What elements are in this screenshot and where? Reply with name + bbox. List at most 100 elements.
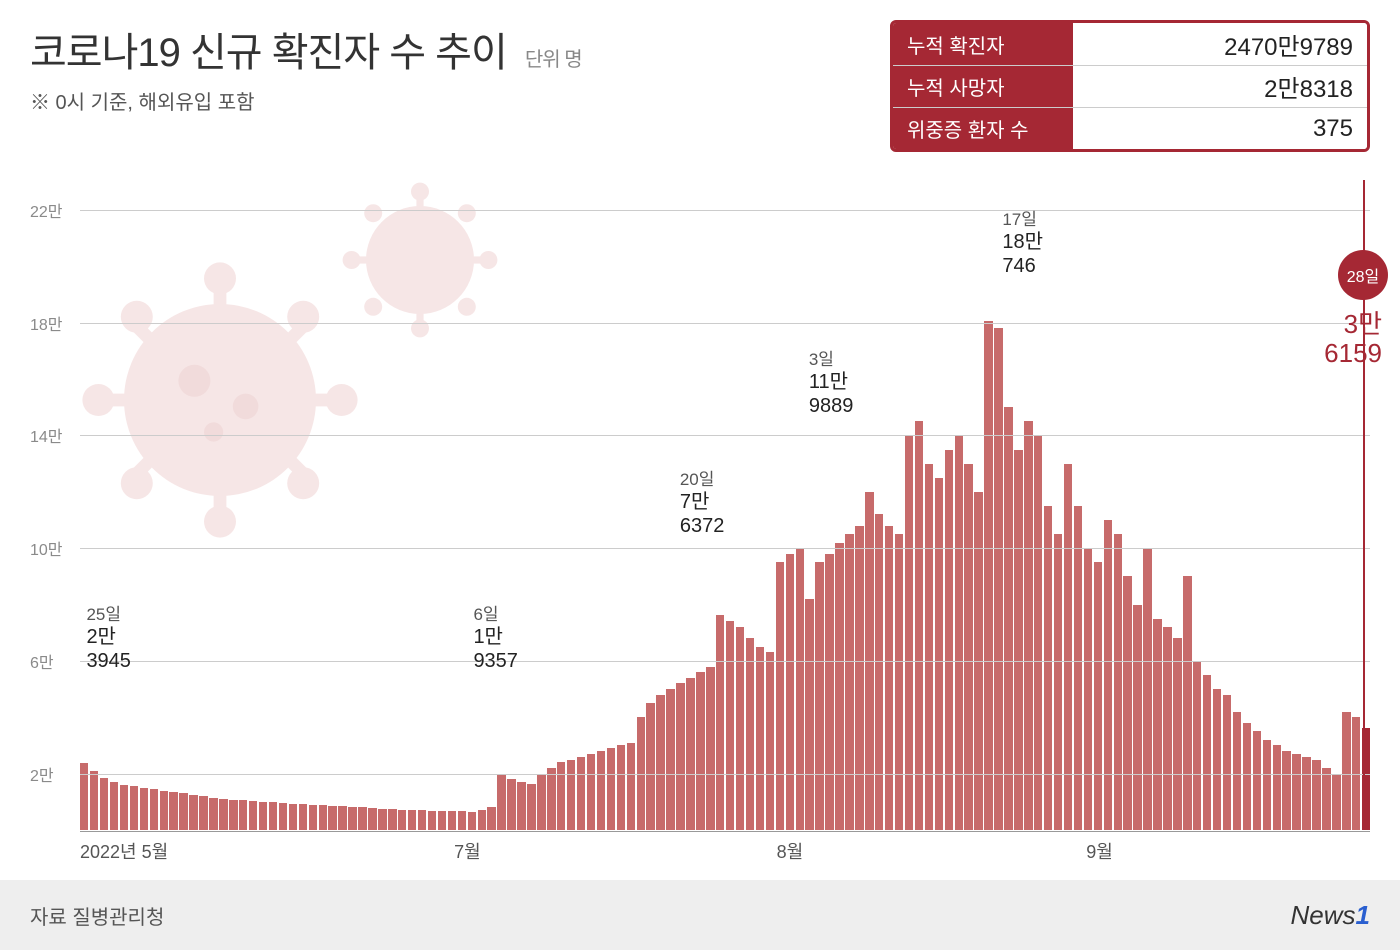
bar	[497, 775, 505, 830]
annotation-val2: 9357	[473, 649, 518, 673]
bar	[219, 799, 227, 830]
bar	[1024, 421, 1032, 830]
annotation: 25일2만3945	[86, 605, 131, 673]
bar	[189, 795, 197, 830]
bar	[676, 683, 684, 830]
title-text: 코로나19 신규 확진자 수 추이	[30, 31, 507, 75]
bar	[1273, 745, 1281, 830]
stats-row: 누적 확진자2470만9789	[893, 23, 1367, 65]
infographic-root: 코로나19 신규 확진자 수 추이 단위 명 ※ 0시 기준, 해외유입 포함 …	[0, 0, 1400, 950]
bar	[825, 554, 833, 830]
bar	[1263, 740, 1271, 830]
bar	[478, 810, 486, 830]
stats-label: 위중증 환자 수	[893, 108, 1073, 149]
stats-label: 누적 사망자	[893, 66, 1073, 107]
y-tick-label: 18만	[30, 311, 63, 335]
header: 코로나19 신규 확진자 수 추이 단위 명 ※ 0시 기준, 해외유입 포함 …	[30, 20, 1370, 152]
stats-value: 2만8318	[1073, 66, 1367, 107]
annotation: 3일11만9889	[809, 350, 854, 418]
y-tick-label: 6만	[30, 649, 54, 673]
bar	[1282, 751, 1290, 830]
bar	[249, 801, 257, 830]
y-tick-label: 14만	[30, 423, 63, 447]
bar	[786, 554, 794, 830]
bar	[517, 782, 525, 830]
bar	[130, 786, 138, 830]
gridline	[80, 774, 1370, 775]
bar	[646, 703, 654, 830]
bar	[835, 543, 843, 830]
bar	[915, 421, 923, 830]
unit-label: 단위 명	[525, 49, 582, 71]
bar	[1163, 627, 1171, 830]
bar	[1133, 605, 1141, 830]
bar	[1253, 731, 1261, 830]
x-tick-label: 7월	[454, 838, 481, 864]
bar	[1044, 506, 1052, 830]
bar	[557, 762, 565, 830]
bar	[1123, 576, 1131, 830]
bar	[169, 792, 177, 830]
annotation-val2: 746	[1002, 254, 1043, 278]
bar	[1243, 723, 1251, 830]
bar	[408, 810, 416, 830]
annotation-val1: 1만	[473, 625, 518, 649]
bar	[587, 754, 595, 830]
bar	[815, 562, 823, 830]
x-tick-label: 8월	[777, 838, 804, 864]
bar	[597, 751, 605, 830]
bar	[1203, 675, 1211, 830]
bar	[935, 478, 943, 830]
annotation-day: 17일	[1002, 210, 1043, 230]
annotation-val2: 9889	[809, 394, 854, 418]
bar	[805, 599, 813, 830]
bar	[776, 562, 784, 830]
annotation-val2: 3945	[86, 649, 131, 673]
gridline	[80, 661, 1370, 662]
callout-day: 28일	[1347, 263, 1380, 287]
x-tick-label: 2022년 5월	[80, 838, 168, 864]
bar	[1054, 534, 1062, 830]
stats-label: 누적 확진자	[893, 23, 1073, 65]
annotation-val1: 18만	[1002, 230, 1043, 254]
bar	[448, 811, 456, 830]
bar	[686, 678, 694, 830]
bar	[110, 782, 118, 830]
annotation-val1: 11만	[809, 370, 854, 394]
bar	[338, 806, 346, 830]
bar	[955, 435, 963, 830]
bar	[736, 627, 744, 830]
x-tick-label: 9월	[1086, 838, 1113, 864]
bar	[656, 695, 664, 830]
bar	[1183, 576, 1191, 830]
callout-badge: 28일	[1338, 250, 1388, 300]
bar	[1004, 407, 1012, 830]
bar	[1074, 506, 1082, 830]
bar	[756, 647, 764, 830]
bar	[696, 672, 704, 830]
bar	[1104, 520, 1112, 830]
y-tick-label: 10만	[30, 536, 63, 560]
bar	[1312, 760, 1320, 830]
bar	[418, 810, 426, 830]
callout-value: 3만 6159	[1324, 310, 1382, 367]
bar	[368, 808, 376, 830]
bar	[746, 638, 754, 830]
bar	[796, 548, 804, 830]
bar	[279, 803, 287, 830]
bar	[845, 534, 853, 830]
bar	[527, 784, 535, 831]
callout-line2: 6159	[1324, 339, 1382, 368]
bar	[209, 798, 217, 830]
bar	[994, 328, 1002, 830]
bar	[309, 805, 317, 830]
annotation-day: 3일	[809, 350, 854, 370]
bar	[617, 745, 625, 830]
bar	[925, 464, 933, 830]
bar	[150, 789, 158, 830]
bar	[964, 464, 972, 830]
annotation-val1: 7만	[680, 490, 725, 514]
annotation-val1: 2만	[86, 625, 131, 649]
bars-container	[80, 210, 1370, 830]
bar	[239, 800, 247, 830]
